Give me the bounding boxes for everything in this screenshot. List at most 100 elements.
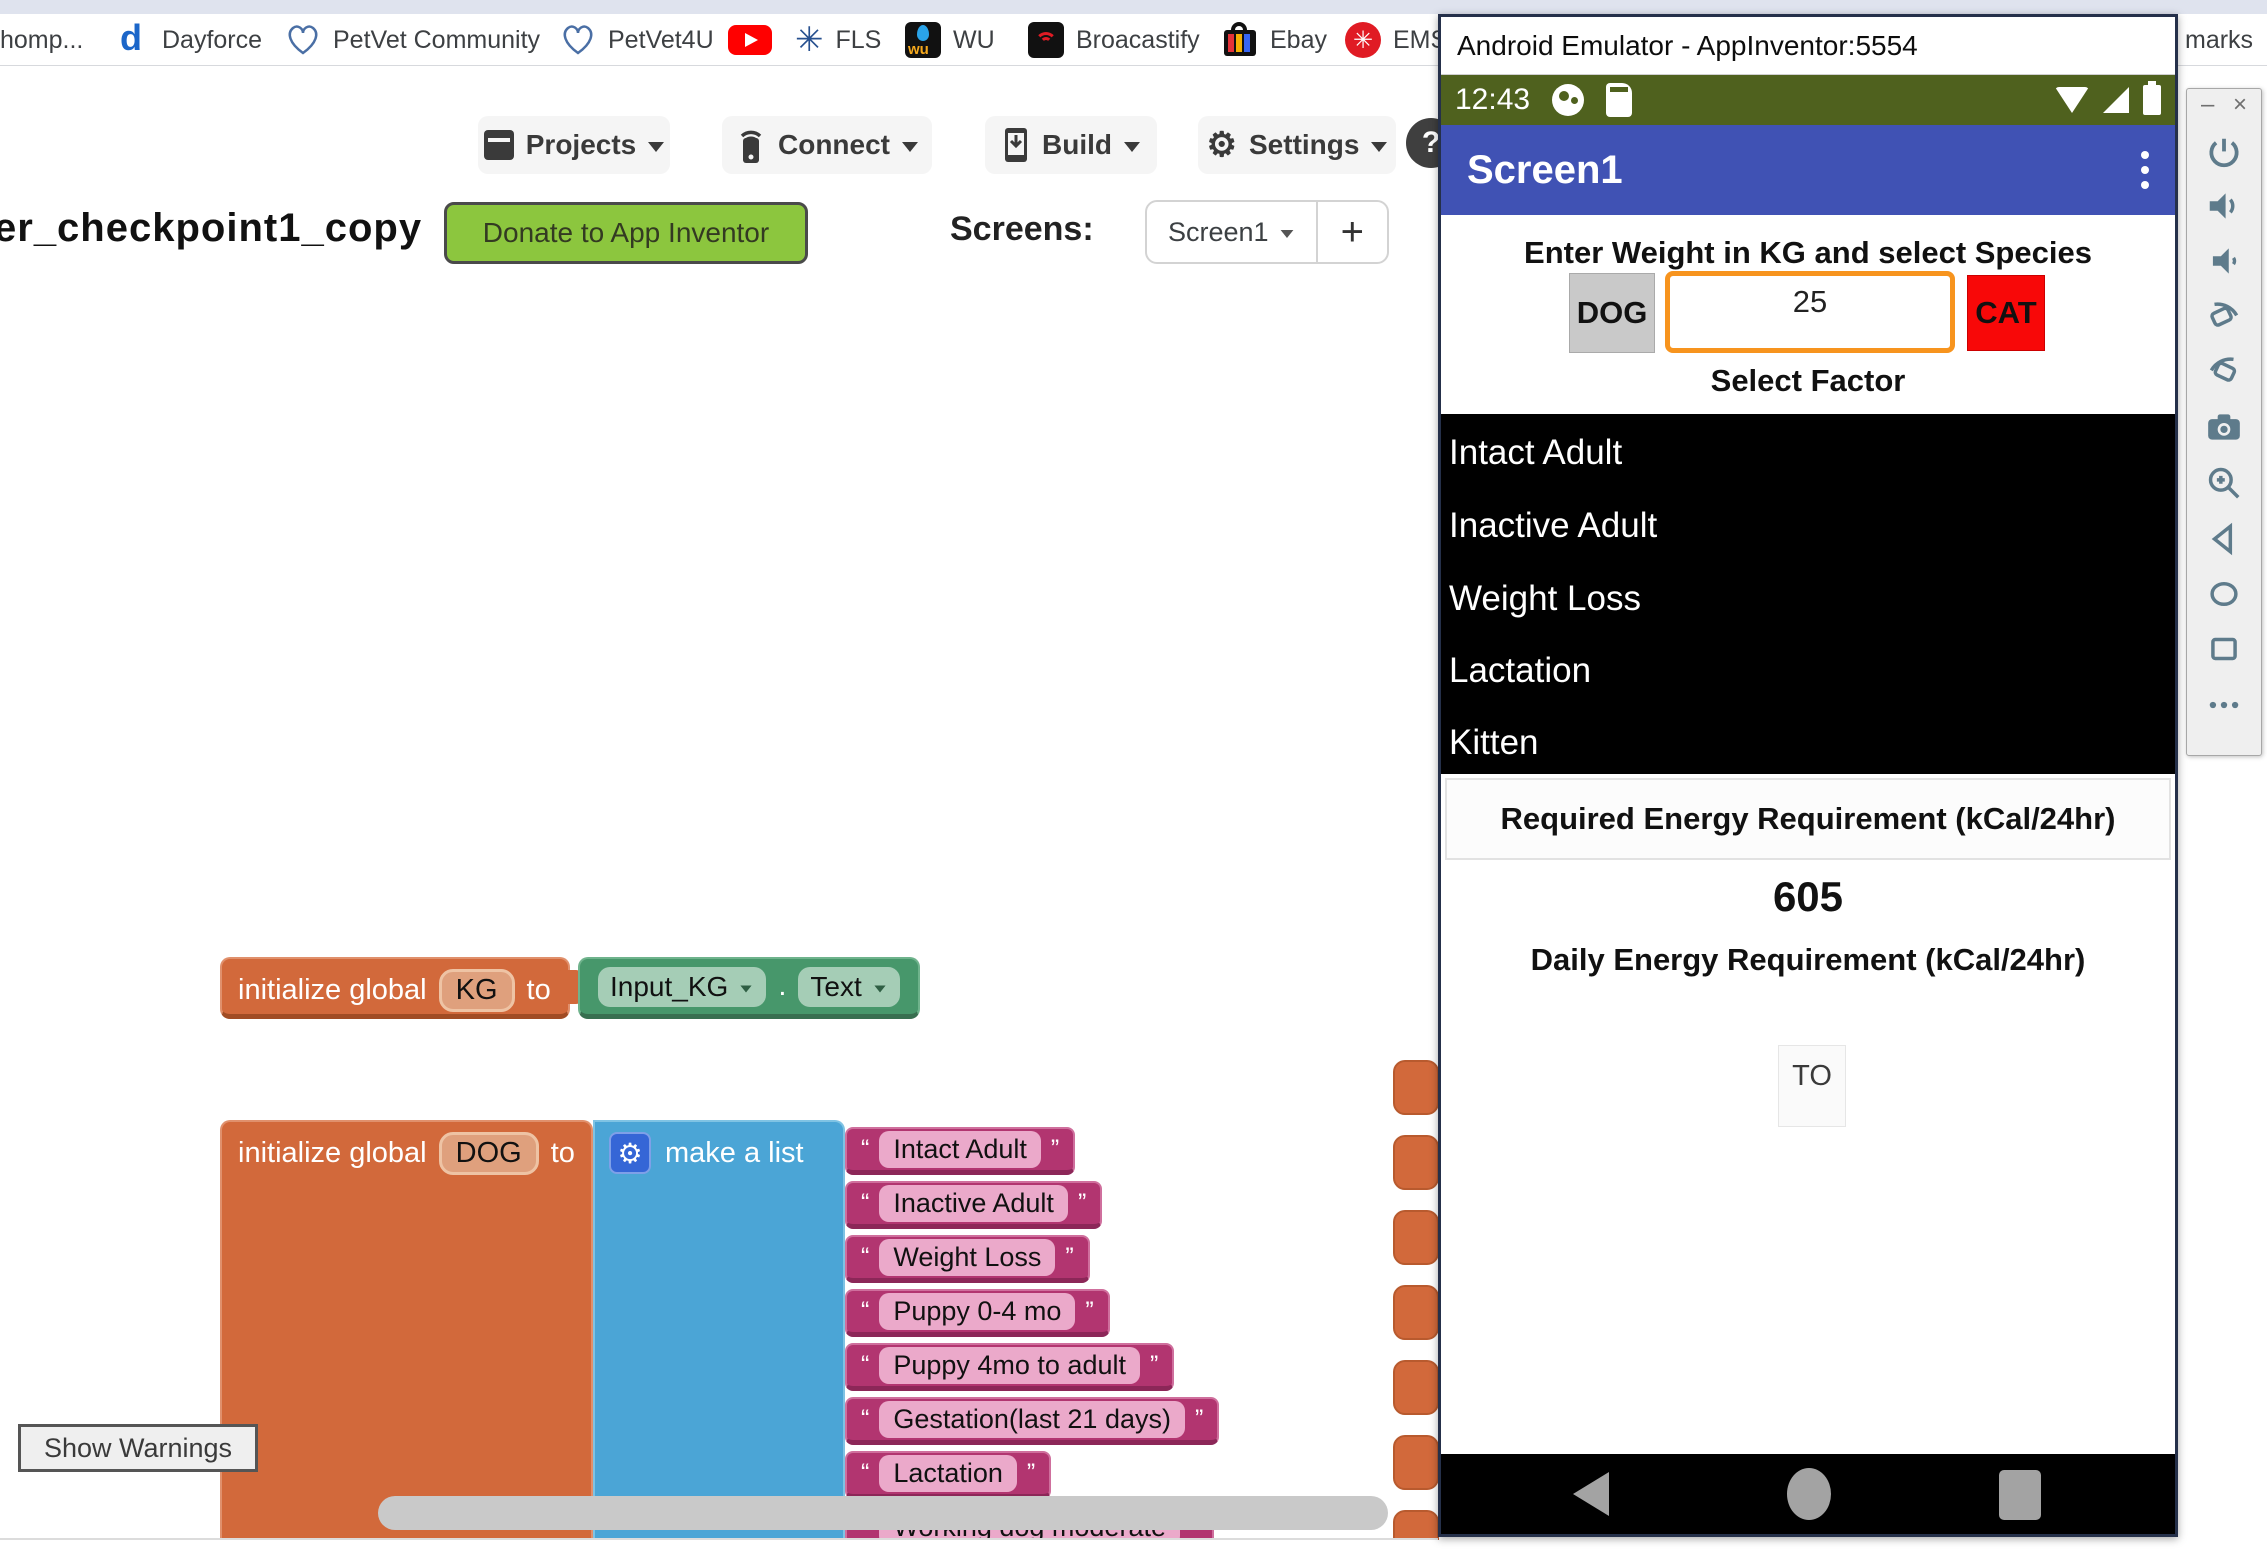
ems-icon: ✳ bbox=[1345, 22, 1381, 58]
screen-dropdown[interactable]: Screen1 bbox=[1147, 202, 1316, 262]
hidden-block-edge[interactable] bbox=[1393, 1435, 1439, 1490]
donate-button[interactable]: Donate to App Inventor bbox=[444, 202, 808, 264]
block-text-dog-item[interactable]: “Lactation” bbox=[845, 1451, 1052, 1499]
hidden-block-edge[interactable] bbox=[1393, 1510, 1439, 1540]
block-text-dog-item[interactable]: “Inactive Adult” bbox=[845, 1181, 1103, 1229]
weight-prompt-label: Enter Weight in KG and select Species bbox=[1524, 235, 2092, 270]
screenshot-camera-button[interactable] bbox=[2202, 405, 2246, 449]
block-getter-inputkg-text[interactable]: Input_KG . Text bbox=[578, 957, 920, 1019]
factor-list: Intact Adult Inactive Adult Weight Loss … bbox=[1441, 414, 2175, 774]
bookmark-item[interactable]: homp... bbox=[0, 14, 83, 66]
browser-tab-strip bbox=[0, 0, 2267, 14]
app-title-bar: Screen1 bbox=[1441, 125, 2175, 215]
block-text-dog-item[interactable]: “Intact Adult” bbox=[845, 1127, 1076, 1175]
wu-icon: wu bbox=[905, 22, 941, 58]
property-dropdown[interactable]: Text bbox=[798, 966, 900, 1007]
factor-list-item[interactable]: Intact Adult bbox=[1449, 433, 1623, 472]
close-button[interactable]: × bbox=[2233, 91, 2248, 118]
emulator-side-toolbar: – × bbox=[2186, 88, 2262, 756]
screens-label: Screens: bbox=[950, 210, 1094, 248]
rotate-left-button[interactable] bbox=[2202, 295, 2246, 339]
back-nav-button[interactable] bbox=[2202, 517, 2246, 561]
youtube-icon bbox=[728, 25, 772, 55]
recent-apps-icon[interactable] bbox=[1999, 1470, 2041, 1520]
build-menu-button[interactable]: Build bbox=[985, 116, 1157, 174]
rotate-right-button[interactable] bbox=[2202, 350, 2246, 394]
overflow-menu-icon[interactable] bbox=[2141, 151, 2149, 189]
more-options-button[interactable] bbox=[2202, 683, 2246, 727]
factor-list-item[interactable]: Weight Loss bbox=[1449, 579, 1641, 618]
build-icon bbox=[1002, 126, 1030, 164]
home-nav-button[interactable] bbox=[2202, 572, 2246, 616]
signal-icon bbox=[2103, 87, 2129, 113]
emulator-window: Android Emulator - AppInventor:5554 12:4… bbox=[1438, 14, 2178, 1537]
block-init-global-kg[interactable]: initialize global KG to bbox=[220, 957, 570, 1019]
projects-icon bbox=[483, 130, 514, 160]
hidden-block-edge[interactable] bbox=[1393, 1360, 1439, 1415]
block-text-dog-item[interactable]: “Weight Loss” bbox=[845, 1235, 1090, 1283]
daily-energy-label: Daily Energy Requirement (kCal/24hr) bbox=[1530, 942, 2086, 977]
chevron-down-icon bbox=[874, 985, 886, 992]
home-icon[interactable] bbox=[1787, 1468, 1831, 1520]
bookmark-item[interactable]: d Dayforce bbox=[120, 17, 263, 58]
weight-input[interactable]: 25 bbox=[1665, 271, 1955, 353]
volume-up-button[interactable] bbox=[2202, 184, 2246, 228]
select-factor-label: Select Factor bbox=[1710, 363, 1906, 398]
add-screen-button[interactable]: + bbox=[1315, 202, 1387, 262]
horizontal-scrollbar[interactable] bbox=[378, 1496, 1388, 1530]
block-text-dog-item[interactable]: “Puppy 0-4 mo” bbox=[845, 1289, 1110, 1337]
chevron-down-icon bbox=[902, 142, 918, 152]
bookmark-item[interactable]: wu WU bbox=[905, 14, 995, 66]
power-button[interactable] bbox=[2202, 131, 2246, 175]
factor-list-item[interactable]: Lactation bbox=[1449, 651, 1592, 690]
variable-name-field[interactable]: KG bbox=[438, 969, 515, 1012]
dog-button[interactable]: DOG bbox=[1569, 273, 1655, 353]
hidden-block-edge[interactable] bbox=[1393, 1210, 1439, 1265]
usb-debug-icon bbox=[1552, 84, 1585, 116]
bookmark-item[interactable] bbox=[728, 14, 772, 66]
emulator-status-bar: 12:43 bbox=[1441, 75, 2175, 125]
factor-list-item[interactable]: Inactive Adult bbox=[1449, 506, 1658, 545]
variable-name-field[interactable]: DOG bbox=[438, 1132, 539, 1175]
component-dropdown[interactable]: Input_KG bbox=[598, 966, 767, 1007]
minimize-button[interactable]: – bbox=[2201, 91, 2215, 118]
block-make-a-list-dog[interactable]: ⚙ make a list bbox=[593, 1120, 845, 1540]
settings-menu-button[interactable]: ⚙ Settings bbox=[1198, 116, 1396, 174]
projects-menu-button[interactable]: Projects bbox=[478, 116, 670, 174]
block-init-global-dog[interactable]: initialize global DOG to bbox=[220, 1120, 593, 1540]
connect-menu-button[interactable]: Connect bbox=[722, 116, 932, 174]
dayforce-icon: d bbox=[120, 17, 142, 58]
hidden-block-edge[interactable] bbox=[1393, 1135, 1439, 1190]
cat-button[interactable]: CAT bbox=[1967, 275, 2045, 351]
volume-down-button[interactable] bbox=[2202, 239, 2246, 283]
bookmark-label: homp... bbox=[0, 25, 84, 54]
chevron-down-icon bbox=[740, 985, 752, 992]
block-text-dog-item[interactable]: “Gestation(last 21 days)” bbox=[845, 1397, 1220, 1445]
emulator-title-bar[interactable]: Android Emulator - AppInventor:5554 bbox=[1441, 17, 2175, 75]
wifi-icon bbox=[2055, 87, 2089, 113]
bookmark-item[interactable]: ✳ FLS bbox=[795, 21, 882, 59]
ebay-icon bbox=[1222, 22, 1258, 58]
android-nav-bar bbox=[1441, 1454, 2175, 1534]
project-name: er_checkpoint1_copy bbox=[0, 206, 423, 250]
back-icon[interactable] bbox=[1573, 1472, 1609, 1516]
show-warnings-button[interactable]: Show Warnings bbox=[18, 1424, 258, 1472]
mutator-gear-icon[interactable]: ⚙ bbox=[609, 1132, 651, 1174]
bookmark-item[interactable]: Broacastify bbox=[1028, 14, 1200, 66]
bookmarks-overflow-label[interactable]: marks bbox=[2185, 26, 2254, 54]
hidden-block-edge[interactable] bbox=[1393, 1060, 1439, 1115]
connect-icon bbox=[736, 126, 766, 164]
factor-list-item[interactable]: Kitten bbox=[1449, 723, 1539, 762]
block-connector bbox=[556, 970, 582, 1004]
bookmark-item[interactable]: Ebay bbox=[1222, 14, 1327, 66]
chevron-down-icon bbox=[1371, 142, 1388, 152]
block-text-dog-item[interactable]: “Puppy 4mo to adult” bbox=[845, 1343, 1175, 1391]
screen-title: Screen1 bbox=[1467, 147, 1623, 192]
bookmark-item[interactable]: ✳ EMS bbox=[1345, 14, 1447, 66]
bookmark-item[interactable]: PetVet Community bbox=[285, 14, 540, 66]
bookmark-item[interactable]: PetVet4U bbox=[560, 14, 714, 66]
hidden-block-edge[interactable] bbox=[1393, 1285, 1439, 1340]
to-field[interactable]: TO bbox=[1778, 1045, 1846, 1127]
overview-nav-button[interactable] bbox=[2202, 627, 2246, 671]
zoom-button[interactable] bbox=[2202, 461, 2246, 505]
